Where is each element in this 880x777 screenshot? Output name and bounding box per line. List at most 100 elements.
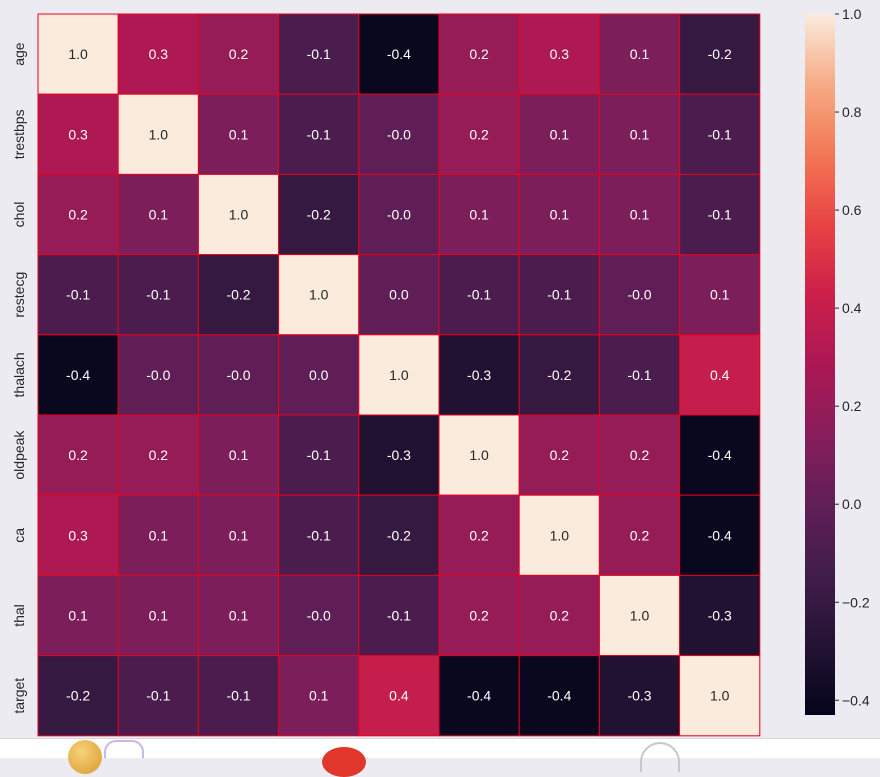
heatmap-cell-label: 0.2: [229, 46, 249, 62]
y-tick-label: restecg: [11, 272, 27, 318]
colorbar-tick-label: 0.2: [842, 398, 862, 414]
heatmap-cell-rect: [358, 13, 440, 95]
heatmap-cell-label: 1.0: [389, 367, 409, 383]
colorbar-tick-label: 0.8: [842, 104, 862, 120]
y-tick-label: trestbps: [11, 109, 27, 159]
heatmap-cell-rect: [679, 574, 761, 657]
heatmap-cell-label: 0.1: [710, 287, 730, 303]
heatmap-cell-label: -0.1: [708, 126, 732, 142]
heatmap-cell-label: -0.1: [627, 367, 651, 383]
heatmap-cell-rect: [37, 254, 119, 336]
heatmap-cell-rect: [197, 414, 280, 496]
heatmap-cell-label: 0.2: [630, 527, 650, 543]
heatmap-cell-label: -0.4: [467, 688, 491, 704]
heatmap-cell: -0.0: [278, 574, 360, 657]
heatmap-cell-rect: [518, 574, 600, 657]
heatmap-cell-label: 0.4: [389, 688, 409, 704]
heatmap-cell: -0.1: [438, 254, 520, 336]
heatmap-cell-label: 0.2: [550, 608, 570, 624]
heatmap-cell-rect: [438, 414, 520, 496]
heatmap-cell-rect: [358, 574, 440, 657]
colorbar-tick-label: 0.4: [842, 300, 862, 316]
heatmap-cell-rect: [197, 93, 280, 175]
heatmap-cell-rect: [117, 334, 199, 416]
heatmap-cell-label: 1.0: [630, 608, 650, 624]
heatmap-cell: 0.0: [278, 334, 360, 416]
heatmap-cell: 0.2: [117, 414, 199, 496]
heatmap-cell: -0.0: [197, 334, 280, 416]
heatmap-cell: 0.1: [117, 574, 199, 657]
heatmap-cell-label: -0.1: [307, 447, 331, 463]
y-tick-label: thalach: [11, 352, 27, 397]
correlation-heatmap-chart: 1.0 0.3 0.2 -0.1 -0.4 0.2 0.3 0.1 -0.2 0.3 1.0 0.1 -…: [11, 6, 870, 737]
heatmap-cell: -0.1: [358, 574, 440, 657]
heatmap-cell-label: -0.1: [307, 527, 331, 543]
heatmap-cell: 0.2: [37, 173, 119, 256]
heatmap-cell: 0.2: [197, 13, 280, 95]
heatmap-cell-label: 0.1: [149, 527, 169, 543]
heatmap-cell-rect: [518, 334, 600, 416]
heatmap-cell-label: -0.1: [467, 287, 491, 303]
heatmap-cell-rect: [37, 173, 119, 256]
heatmap-cell-label: 0.3: [68, 527, 88, 543]
heatmap-cell-label: 0.1: [149, 207, 169, 223]
heatmap-cell: 0.1: [679, 254, 761, 336]
heatmap-cell: 1.0: [117, 93, 199, 175]
heatmap-cell-label: 0.0: [309, 367, 329, 383]
heatmap-cell: 1.0: [598, 574, 681, 657]
heatmap-cell: -0.3: [679, 574, 761, 657]
y-tick-label: chol: [11, 202, 27, 228]
heatmap-cell-rect: [438, 13, 520, 95]
heatmap-cell-label: 1.0: [68, 46, 88, 62]
colorbar-tick-label: −0.4: [842, 692, 870, 708]
heatmap-cell: -0.2: [278, 173, 360, 256]
heatmap-cell-rect: [278, 414, 360, 496]
heatmap-cell-rect: [197, 13, 280, 95]
heatmap-cell: 0.2: [37, 414, 119, 496]
record-icon: [322, 747, 366, 777]
heatmap-cell-rect: [438, 334, 520, 416]
heatmap-cell-rect: [197, 173, 280, 256]
heatmap-cell-rect: [278, 173, 360, 256]
heatmap-cell: 0.1: [518, 93, 600, 175]
heatmap-cell-label: 0.1: [229, 527, 249, 543]
heatmap-cell: 1.0: [518, 494, 600, 576]
heatmap-cell-rect: [278, 655, 360, 737]
heatmap-cell-label: 1.0: [149, 126, 169, 142]
heatmap-cell-label: 0.4: [710, 367, 730, 383]
heatmap-cell-rect: [358, 494, 440, 576]
heatmap-cell: -0.4: [37, 334, 119, 416]
heatmap-cell-label: -0.4: [66, 367, 90, 383]
heatmap-cell-label: 0.2: [469, 608, 489, 624]
heatmap-cell-label: -0.1: [66, 287, 90, 303]
heatmap-cell: 0.2: [598, 414, 681, 496]
heatmap-cell-label: 0.1: [550, 126, 570, 142]
heatmap-cell: 0.3: [37, 93, 119, 175]
heatmap-cell-label: -0.3: [627, 688, 651, 704]
heatmap-cell: -0.1: [679, 173, 761, 256]
heatmap-cell-rect: [37, 494, 119, 576]
heatmap-cell: 0.1: [197, 93, 280, 175]
heatmap-cell: 0.1: [278, 655, 360, 737]
y-tick-label: thal: [11, 604, 27, 627]
heatmap-cell-rect: [518, 494, 600, 576]
heatmap-cell: 1.0: [197, 173, 280, 256]
heatmap-cell-label: 0.1: [68, 608, 88, 624]
heatmap-cell-rect: [278, 574, 360, 657]
heatmap-cell-label: -0.0: [146, 367, 170, 383]
heatmap-cell-label: 0.1: [309, 688, 329, 704]
heatmap-cell-label: -0.1: [387, 608, 411, 624]
heatmap-cell-label: 0.2: [68, 207, 88, 223]
heatmap-cell: 0.3: [117, 13, 199, 95]
heatmap-cell: -0.1: [37, 254, 119, 336]
heatmap-cell-rect: [598, 254, 681, 336]
heatmap-cell-label: -0.1: [307, 126, 331, 142]
y-tick-label: target: [11, 678, 27, 714]
heatmap-cell: 0.2: [438, 13, 520, 95]
heatmap-cell: -0.1: [278, 414, 360, 496]
heatmap-cell-label: 0.0: [389, 287, 409, 303]
heatmap-cell-rect: [197, 334, 280, 416]
heatmap-cell-label: 0.3: [550, 46, 570, 62]
heatmap-cell-rect: [679, 254, 761, 336]
heatmap-cell: 1.0: [679, 655, 761, 737]
